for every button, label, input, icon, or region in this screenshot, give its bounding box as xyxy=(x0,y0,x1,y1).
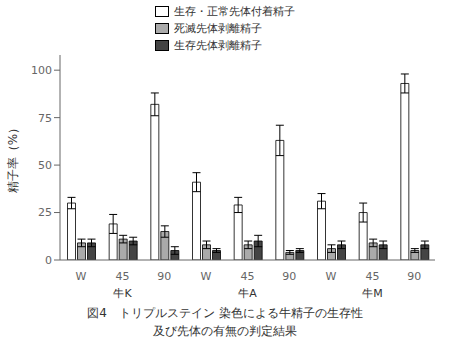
svg-text:牛A: 牛A xyxy=(238,287,257,300)
svg-text:25: 25 xyxy=(38,206,52,219)
svg-text:75: 75 xyxy=(38,112,52,125)
svg-text:牛M: 牛M xyxy=(362,287,383,300)
svg-text:0: 0 xyxy=(45,254,52,267)
svg-text:W: W xyxy=(325,270,336,283)
svg-text:50: 50 xyxy=(38,159,52,172)
svg-text:90: 90 xyxy=(282,270,296,283)
svg-text:90: 90 xyxy=(407,270,421,283)
svg-text:45: 45 xyxy=(241,270,255,283)
svg-text:45: 45 xyxy=(366,270,380,283)
html-text:生存・正常先体付着精子: 生存・正常先体付着精子 xyxy=(174,5,295,18)
svg-text:牛K: 牛K xyxy=(113,287,132,300)
html-text:図4 トリプルステイン 染色による牛精子の生存性: 図4 トリプルステイン 染色による牛精子の生存性 xyxy=(87,306,363,320)
html-text:生存先体剥離精子: 生存先体剥離精子 xyxy=(174,39,262,52)
html-text:死滅先体剥離精子: 死滅先体剥離精子 xyxy=(174,22,262,35)
svg-text:45: 45 xyxy=(116,270,130,283)
svg-text:W: W xyxy=(75,270,86,283)
svg-text:100: 100 xyxy=(31,64,52,77)
svg-text:90: 90 xyxy=(157,270,171,283)
svg-text:W: W xyxy=(200,270,211,283)
svg-text:精子率（%）: 精子率（%） xyxy=(8,122,20,193)
html-text:及び先体の有無の判定結果: 及び先体の有無の判定結果 xyxy=(153,324,297,338)
